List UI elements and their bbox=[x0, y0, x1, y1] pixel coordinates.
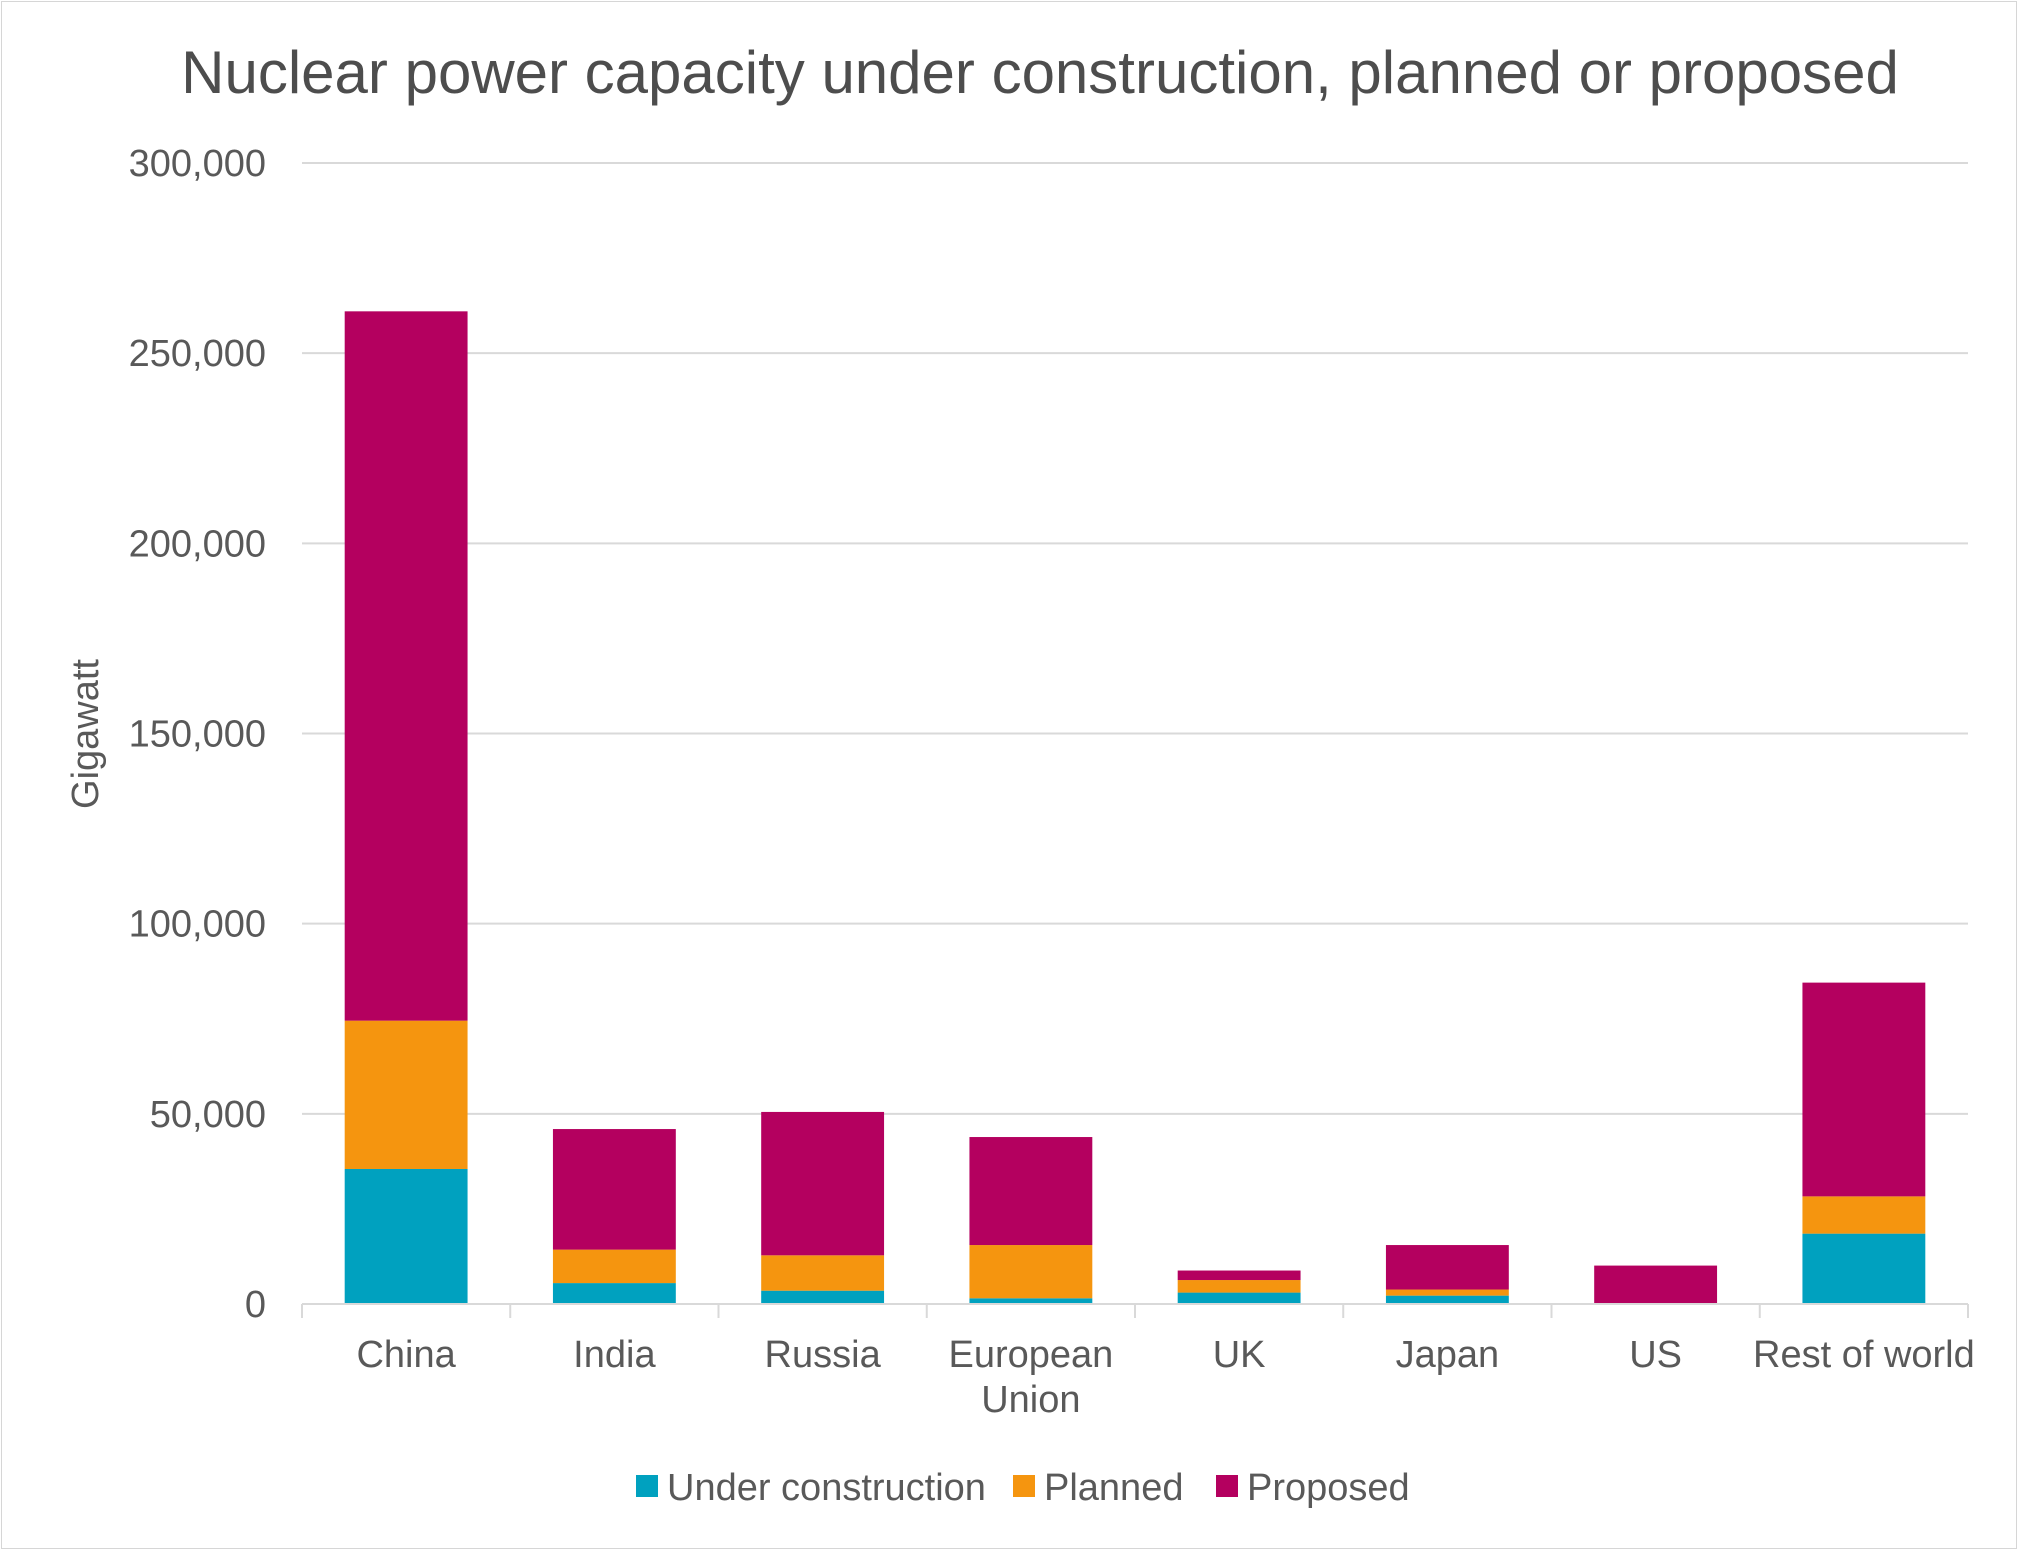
legend-label: Proposed bbox=[1247, 1467, 1410, 1509]
gridlines bbox=[302, 162, 1968, 1115]
legend: Under construction Planned Proposed bbox=[636, 1467, 1410, 1509]
chart-title: Nuclear power capacity under constructio… bbox=[181, 39, 1899, 106]
y-tick-label: 250,000 bbox=[129, 333, 266, 375]
legend-swatch bbox=[1216, 1475, 1238, 1497]
bars bbox=[344, 311, 1926, 1304]
bar-segment bbox=[344, 311, 468, 1021]
y-axis-ticks: 0 50,000 100,000 150,000 200,000 250,000 300,0… bbox=[129, 143, 266, 1326]
y-tick-label: 300,000 bbox=[129, 143, 266, 185]
bar-segment bbox=[969, 1298, 1093, 1304]
bar-segment bbox=[552, 1283, 676, 1304]
bar-segment bbox=[1802, 1196, 1926, 1234]
bar-segment bbox=[1177, 1280, 1301, 1293]
y-tick-label: 200,000 bbox=[129, 523, 266, 565]
legend-swatch bbox=[1013, 1475, 1035, 1497]
x-category-label: Russia bbox=[765, 1334, 882, 1376]
bar-segment bbox=[761, 1255, 885, 1291]
x-category-label: US bbox=[1629, 1334, 1682, 1376]
x-axis-categories: China India Russia European Union UK Japan US Re… bbox=[356, 1334, 1974, 1421]
legend-label: Planned bbox=[1044, 1467, 1183, 1509]
bar-segment bbox=[1802, 982, 1926, 1197]
x-category-label-line: Rest of world bbox=[1753, 1334, 1975, 1376]
x-category-label: Japan bbox=[1396, 1334, 1500, 1376]
bar-segment bbox=[1594, 1265, 1718, 1304]
x-category-label-line: Union bbox=[981, 1379, 1080, 1421]
y-tick-label: 100,000 bbox=[129, 904, 266, 946]
x-category-label: European Union bbox=[948, 1334, 1113, 1421]
bar-segment bbox=[344, 1020, 468, 1169]
bar-segment bbox=[552, 1129, 676, 1250]
y-axis-label: Gigawatt bbox=[65, 659, 107, 809]
bar-segment bbox=[1177, 1292, 1301, 1304]
bar-segment bbox=[761, 1111, 885, 1256]
bar-segment bbox=[344, 1168, 468, 1304]
legend-swatch bbox=[636, 1475, 658, 1497]
x-category-label-line: Japan bbox=[1396, 1334, 1500, 1376]
x-category-label: Rest of world bbox=[1753, 1334, 1975, 1376]
bar-segment bbox=[1385, 1295, 1509, 1304]
x-category-label: UK bbox=[1213, 1334, 1266, 1376]
x-category-label-line: European bbox=[948, 1334, 1113, 1376]
bar-segment bbox=[761, 1290, 885, 1304]
y-tick-label: 0 bbox=[245, 1284, 266, 1326]
x-axis bbox=[301, 1303, 1969, 1318]
bar-segment bbox=[969, 1245, 1093, 1299]
bar-segment bbox=[1802, 1233, 1926, 1304]
x-category-label-line: UK bbox=[1213, 1334, 1266, 1376]
x-category-label-line: India bbox=[573, 1334, 656, 1376]
bar-segment bbox=[1385, 1245, 1509, 1290]
legend-label: Under construction bbox=[667, 1467, 986, 1509]
x-category-label-line: Russia bbox=[765, 1334, 882, 1376]
bar-segment bbox=[969, 1137, 1093, 1246]
y-tick-label: 150,000 bbox=[129, 714, 266, 756]
bar-segment bbox=[1177, 1270, 1301, 1281]
y-tick-label: 50,000 bbox=[150, 1094, 266, 1136]
bar-segment bbox=[552, 1249, 676, 1284]
bar-segment bbox=[1385, 1289, 1509, 1296]
x-category-label: India bbox=[573, 1334, 656, 1376]
x-category-label-line: US bbox=[1629, 1334, 1682, 1376]
x-category-label: China bbox=[356, 1334, 456, 1376]
x-category-label-line: China bbox=[356, 1334, 456, 1376]
